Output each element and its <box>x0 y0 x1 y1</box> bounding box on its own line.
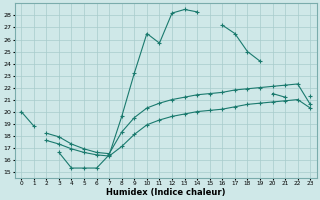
X-axis label: Humidex (Indice chaleur): Humidex (Indice chaleur) <box>106 188 226 197</box>
